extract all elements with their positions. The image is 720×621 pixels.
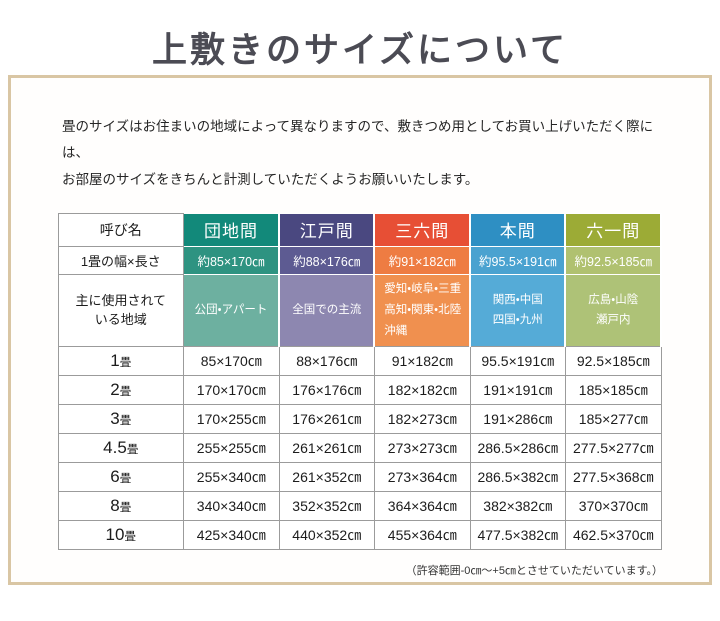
table-row-2jo: 2畳 170×170㎝ 176×176㎝ 182×182㎝ 191×191㎝ 1… (57, 374, 662, 405)
one-mat-size-honma: 約95.5×191㎝ (469, 245, 567, 275)
cell-4-5jo-danchima: 255×255㎝ (182, 432, 280, 463)
tatami-size-table: 呼び名 団地間 江戸間 三六間 本間 六一間 1畳の幅×長さ 約85×170㎝ … (57, 212, 663, 550)
row-label-4-5jo: 4.5畳 (57, 432, 184, 463)
one-mat-size-label: 1畳の幅×長さ (57, 245, 184, 275)
regions-edoma: 全国での主流 (278, 273, 376, 347)
cell-3jo-honma: 191×286㎝ (469, 403, 566, 434)
cell-2jo-danchima: 170×170㎝ (182, 374, 280, 405)
cell-1jo-edoma: 88×176㎝ (278, 345, 375, 376)
one-mat-size-sanrokuma: 約91×182㎝ (373, 245, 472, 275)
mat-unit: 畳 (126, 443, 139, 456)
mat-count: 3 (110, 408, 120, 428)
row-label-3jo: 3畳 (57, 403, 184, 434)
cell-1jo-danchima: 85×170㎝ (182, 345, 280, 376)
cell-4-5jo-honma: 286.5×286㎝ (469, 432, 566, 463)
one-mat-size-row: 1畳の幅×長さ 約85×170㎝ 約88×176㎝ 約91×182㎝ 約95.5… (57, 245, 663, 275)
regions-honma: 関西・中国 四国・九州 (469, 273, 567, 347)
cell-10jo-sanrokuma: 455×364㎝ (373, 519, 471, 550)
cell-1jo-rokuichima: 92.5×185㎝ (564, 345, 662, 376)
cell-4-5jo-rokuichima: 277.5×277㎝ (564, 432, 662, 463)
mat-unit: 畳 (119, 385, 132, 398)
table-row-8jo: 8畳 340×340㎝ 352×352㎝ 364×364㎝ 382×382㎝ 3… (57, 490, 662, 521)
one-mat-size-edoma: 約88×176㎝ (278, 245, 376, 275)
mat-count: 10 (105, 524, 125, 544)
mat-unit: 畳 (119, 472, 132, 485)
mat-count: 2 (110, 379, 120, 399)
cell-4-5jo-edoma: 261×261㎝ (278, 432, 375, 463)
cell-2jo-honma: 191×191㎝ (469, 374, 566, 405)
mat-count: 8 (110, 495, 120, 515)
cell-6jo-honma: 286.5×382㎝ (469, 461, 566, 492)
mat-unit: 畳 (124, 530, 136, 543)
row-label-2jo: 2畳 (57, 374, 184, 405)
one-mat-size-rokuichima: 約92.5×185㎝ (564, 245, 663, 275)
content-frame: 畳のサイズはお住まいの地域によって異なりますので、敷きつめ用としてお買い上げいた… (8, 75, 712, 585)
cell-2jo-rokuichima: 185×185㎝ (564, 374, 662, 405)
cell-2jo-sanrokuma: 182×182㎝ (373, 374, 471, 405)
mat-count: 1 (110, 350, 120, 370)
intro-line-2: お部屋のサイズをきちんと計測していただくようお願いいたします。 (62, 171, 479, 187)
cell-1jo-honma: 95.5×191㎝ (469, 345, 566, 376)
cell-2jo-edoma: 176×176㎝ (278, 374, 375, 405)
mat-unit: 畳 (119, 356, 132, 369)
cell-3jo-danchima: 170×255㎝ (182, 403, 280, 434)
row-label-1jo: 1畳 (57, 345, 184, 376)
cell-3jo-rokuichima: 185×277㎝ (564, 403, 662, 434)
column-header-edoma: 江戸間 (278, 212, 376, 247)
cell-8jo-rokuichima: 370×370㎝ (564, 490, 662, 521)
table-row-1jo: 1畳 85×170㎝ 88×176㎝ 91×182㎝ 95.5×191㎝ 92.… (57, 345, 662, 376)
table-row-6jo: 6畳 255×340㎝ 261×352㎝ 273×364㎝ 286.5×382㎝… (57, 461, 662, 492)
regions-sanrokuma: 愛知・岐阜・三重 高知・関東・北陸 沖縄 (373, 273, 472, 347)
cell-6jo-danchima: 255×340㎝ (182, 461, 280, 492)
cell-3jo-sanrokuma: 182×273㎝ (373, 403, 471, 434)
cell-10jo-danchima: 425×340㎝ (182, 519, 280, 550)
row-label-10jo: 10畳 (57, 519, 184, 550)
table-row-3jo: 3畳 170×255㎝ 176×261㎝ 182×273㎝ 191×286㎝ 1… (57, 403, 662, 434)
mat-unit: 畳 (119, 414, 132, 427)
cell-8jo-edoma: 352×352㎝ (278, 490, 375, 521)
table-row-10jo: 10畳 425×340㎝ 440×352㎝ 455×364㎝ 477.5×382… (57, 519, 662, 550)
column-header-honma: 本間 (469, 212, 567, 247)
mat-count: 4.5 (103, 437, 127, 457)
column-header-danchima: 団地間 (182, 212, 281, 247)
cell-8jo-sanrokuma: 364×364㎝ (373, 490, 471, 521)
row-label-8jo: 8畳 (57, 490, 184, 521)
cell-10jo-edoma: 440×352㎝ (278, 519, 375, 550)
cell-10jo-rokuichima: 462.5×370㎝ (564, 519, 662, 550)
corner-header-yobina: 呼び名 (57, 212, 184, 247)
regions-row-label: 主に使用されて いる地域 (57, 273, 184, 347)
column-header-sanrokuma: 三六間 (373, 212, 472, 247)
cell-3jo-edoma: 176×261㎝ (278, 403, 375, 434)
column-header-rokuichima: 六一間 (564, 212, 663, 247)
page-title: 上敷きのサイズについて (152, 31, 568, 70)
cell-6jo-sanrokuma: 273×364㎝ (373, 461, 471, 492)
mat-unit: 畳 (119, 501, 132, 514)
intro-text: 畳のサイズはお住まいの地域によって異なりますので、敷きつめ用としてお買い上げいた… (62, 114, 658, 193)
table-header-row: 呼び名 団地間 江戸間 三六間 本間 六一間 (57, 212, 663, 247)
one-mat-size-danchima: 約85×170㎝ (182, 245, 281, 275)
tolerance-footnote: （許容範囲-0㎝～+5㎝とさせていただいています。） (405, 564, 663, 577)
regions-rokuichima: 広島・山陰 瀬戸内 (564, 273, 663, 347)
cell-8jo-honma: 382×382㎝ (469, 490, 566, 521)
cell-1jo-sanrokuma: 91×182㎝ (373, 345, 471, 376)
cell-10jo-honma: 477.5×382㎝ (469, 519, 566, 550)
regions-row: 主に使用されて いる地域 公団・アパート 全国での主流 愛知・岐阜・三重 高知・… (57, 273, 663, 347)
row-label-6jo: 6畳 (57, 461, 184, 492)
mat-count: 6 (110, 466, 120, 486)
cell-6jo-rokuichima: 277.5×368㎝ (564, 461, 662, 492)
intro-line-1: 畳のサイズはお住まいの地域によって異なりますので、敷きつめ用としてお買い上げいた… (62, 119, 654, 161)
table-row-4-5jo: 4.5畳 255×255㎝ 261×261㎝ 273×273㎝ 286.5×28… (57, 432, 662, 463)
cell-4-5jo-sanrokuma: 273×273㎝ (373, 432, 471, 463)
regions-danchima: 公団・アパート (182, 273, 281, 347)
cell-6jo-edoma: 261×352㎝ (278, 461, 375, 492)
cell-8jo-danchima: 340×340㎝ (182, 490, 280, 521)
